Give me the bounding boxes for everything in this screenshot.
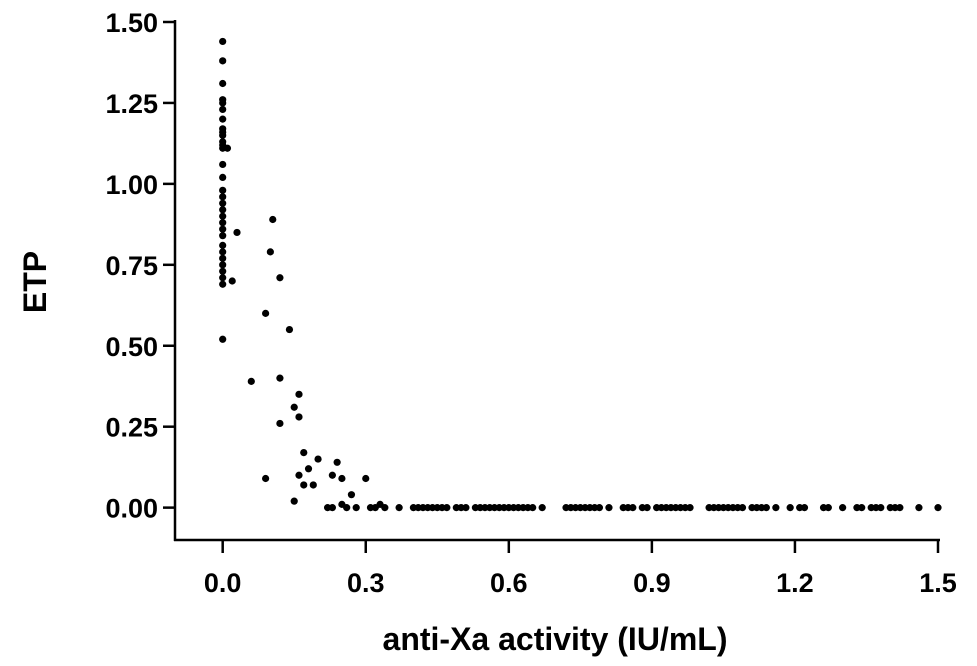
point (219, 37, 227, 46)
point (686, 504, 694, 512)
point (219, 173, 227, 181)
point (219, 225, 227, 233)
point (219, 199, 227, 207)
point (223, 144, 232, 152)
point (219, 57, 227, 65)
point (219, 212, 227, 220)
point (352, 504, 360, 512)
point (219, 254, 227, 262)
y-tick-label: 0.75 (105, 251, 158, 281)
point (738, 504, 747, 512)
x-tick-label: 0.9 (633, 568, 671, 598)
point (295, 413, 303, 421)
point (262, 309, 270, 317)
point (219, 131, 227, 139)
point (443, 504, 451, 512)
point (269, 215, 277, 224)
y-axis-title: ETP (17, 251, 53, 313)
x-tick-label: 0.0 (204, 568, 242, 598)
point (219, 248, 227, 256)
point (228, 277, 236, 285)
point (595, 504, 604, 512)
point (915, 504, 923, 512)
point (839, 504, 847, 512)
x-tick-label: 0.6 (490, 568, 528, 598)
point (300, 448, 308, 457)
point (462, 504, 470, 512)
point (219, 241, 227, 249)
point (314, 455, 322, 463)
point (371, 504, 379, 512)
point (343, 504, 351, 512)
point (276, 374, 284, 382)
y-tick-label: 1.25 (105, 89, 158, 119)
point (295, 471, 303, 479)
point (362, 474, 370, 483)
point (333, 458, 341, 466)
point (285, 325, 294, 334)
point (896, 504, 904, 512)
y-tick-label: 1.50 (105, 8, 158, 38)
point (276, 419, 284, 428)
point (219, 261, 227, 269)
point (629, 504, 637, 512)
point (233, 228, 241, 237)
point (328, 504, 336, 512)
point (290, 403, 298, 411)
point (266, 248, 274, 256)
y-tick-label: 1.00 (105, 170, 158, 200)
point (262, 474, 270, 483)
point (858, 504, 866, 512)
point (800, 504, 809, 512)
point (219, 219, 227, 227)
x-tick-label: 1.5 (919, 568, 957, 598)
x-tick-label: 0.3 (347, 568, 385, 598)
y-tick-label: 0.50 (105, 332, 158, 362)
x-tick-label: 1.2 (776, 568, 814, 598)
point (309, 481, 317, 489)
point (290, 497, 298, 505)
point (219, 274, 227, 282)
point (219, 267, 227, 275)
point (338, 474, 346, 483)
point (824, 504, 832, 512)
point (219, 206, 227, 214)
x-axis-title: anti-Xa activity (IU/mL) (383, 621, 728, 657)
point (538, 504, 546, 512)
point (219, 232, 227, 240)
point (219, 186, 227, 194)
point (395, 504, 403, 512)
point (219, 105, 227, 114)
point (219, 193, 227, 201)
point (276, 274, 284, 282)
y-tick-label: 0.00 (105, 494, 158, 524)
point (347, 491, 356, 499)
point (219, 99, 227, 107)
point (605, 504, 613, 512)
point (643, 504, 651, 512)
y-tick-label: 0.25 (105, 413, 158, 443)
point (381, 504, 389, 512)
point (772, 504, 780, 512)
point (877, 504, 885, 512)
point (247, 377, 255, 385)
point (934, 504, 942, 512)
point (304, 465, 313, 473)
point (529, 504, 537, 512)
point (762, 504, 770, 512)
point (219, 160, 227, 169)
point (295, 390, 303, 398)
point (786, 504, 794, 512)
point (219, 115, 227, 123)
point (300, 481, 308, 489)
point (219, 79, 227, 88)
point (219, 280, 227, 288)
point (328, 471, 336, 479)
point (219, 335, 227, 343)
